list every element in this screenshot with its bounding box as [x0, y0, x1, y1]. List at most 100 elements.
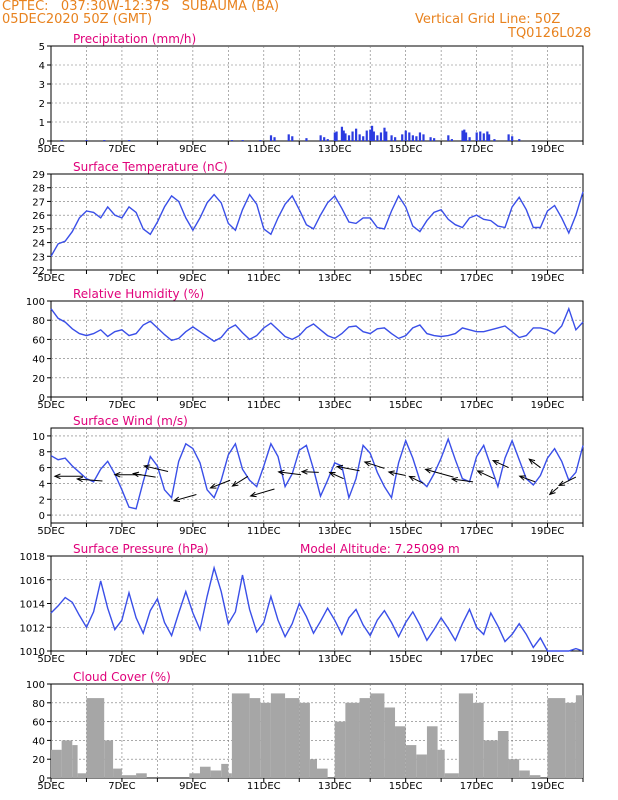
wind-arrow: [388, 471, 406, 476]
y-tick-label: 40: [32, 355, 45, 366]
wind-arrowhead: [518, 475, 526, 481]
precip-bar: [507, 134, 510, 141]
precip-bar: [394, 137, 397, 141]
series-line: [50, 306, 584, 343]
header-grid-note: Vertical Grid Line: 50Z: [415, 12, 561, 27]
x-tick-label: 15DEC: [389, 526, 423, 537]
precip-bar: [351, 131, 354, 141]
x-tick-label: 7DEC: [108, 654, 135, 665]
cloud-bar: [483, 740, 498, 778]
wind-arrow: [329, 471, 344, 480]
cloud-bar: [260, 702, 271, 778]
wind-arrowhead: [328, 471, 336, 478]
precip-bar: [323, 137, 326, 141]
x-tick-label: 19DEC: [531, 526, 565, 537]
cloud-bar: [270, 693, 286, 778]
panel-4: 5DEC 7DEC 9DEC 11DEC 13DEC 15DEC 17DEC 19DEC 101…: [20, 542, 584, 665]
precip-bar: [479, 131, 482, 141]
precip-bar: [422, 134, 425, 141]
precip-bar: [482, 133, 485, 141]
x-tick-label: 9DEC: [179, 273, 206, 284]
cloud-bar: [77, 773, 87, 778]
wind-arrowhead: [476, 470, 484, 476]
wind-arrowhead: [209, 483, 217, 489]
cloud-bar: [231, 693, 250, 778]
precip-bar: [401, 134, 404, 141]
y-tick-label: 20: [32, 755, 45, 766]
cloud-bar: [508, 759, 520, 778]
x-tick-label: 5DEC: [37, 273, 64, 284]
header-location: CPTEC: 037:30W-12:37S SUBAUMA (BA): [2, 0, 280, 14]
wind-arrow: [173, 494, 197, 502]
series-line: [50, 437, 584, 510]
wind-arrow: [364, 461, 385, 469]
wind-arrow: [451, 478, 474, 483]
x-tick-label: 11DEC: [247, 144, 281, 155]
y-tick-label: 1010: [20, 647, 45, 658]
precip-bar: [291, 136, 294, 141]
wind-arrowhead: [363, 461, 371, 467]
panel-3: 5DEC 7DEC 9DEC 11DEC 13DEC 15DEC 17DEC 19DEC 0 2 4…: [32, 414, 584, 537]
precip-bar: [128, 140, 131, 141]
x-tick-label: 9DEC: [179, 654, 206, 665]
cloud-bar: [121, 775, 137, 778]
cloud-bar: [113, 768, 122, 778]
x-tick-label: 17DEC: [460, 273, 494, 284]
precip-bar: [464, 132, 468, 141]
y-tick-label: 28: [32, 184, 45, 195]
y-tick-label: 10: [32, 432, 45, 443]
x-tick-label: 15DEC: [389, 144, 423, 155]
precip-bar: [340, 126, 344, 141]
y-tick-label: 1018: [20, 552, 45, 563]
cloud-bar: [61, 740, 73, 778]
wind-arrow: [278, 471, 302, 476]
x-tick-label: 13DEC: [318, 144, 352, 155]
x-tick-label: 13DEC: [318, 273, 352, 284]
precip-bar: [383, 127, 386, 141]
x-tick-label: 11DEC: [247, 781, 281, 792]
x-tick-label: 13DEC: [318, 654, 352, 665]
y-tick-label: 27: [32, 197, 45, 208]
cloud-bar: [519, 770, 530, 778]
wind-arrow: [301, 471, 319, 473]
y-tick-label: 80: [32, 316, 45, 327]
wind-arrow: [409, 475, 424, 484]
x-tick-label: 11DEC: [247, 273, 281, 284]
cloud-bar: [86, 698, 105, 778]
precip-bar: [418, 132, 422, 141]
x-tick-label: 5DEC: [37, 144, 64, 155]
cloud-bar: [529, 775, 541, 778]
y-tick-label: 4: [39, 479, 45, 490]
cloud-bar: [285, 698, 300, 778]
precip-bar: [269, 135, 273, 141]
wind-arrowhead: [528, 458, 536, 465]
wind-arrowhead: [249, 491, 257, 498]
x-tick-label: 7DEC: [108, 781, 135, 792]
precip-bar: [85, 140, 88, 141]
precip-bar: [365, 130, 368, 141]
wind-arrowhead: [408, 475, 416, 482]
cloud-bar: [104, 740, 114, 778]
x-tick-label: 7DEC: [108, 526, 135, 537]
precip-bar: [358, 134, 361, 141]
precip-bar: [404, 130, 407, 141]
precip-bar: [372, 131, 375, 141]
wind-arrow: [210, 479, 231, 489]
precip-bar: [259, 140, 262, 141]
wind-arrowhead: [424, 468, 432, 474]
panel-title: Relative Humidity (%): [73, 287, 204, 301]
x-tick-label: 13DEC: [318, 400, 352, 411]
cloud-bar: [547, 698, 566, 778]
cloud-bar: [359, 698, 371, 778]
y-tick-label: 0: [39, 137, 45, 148]
precip-bar: [518, 139, 521, 141]
x-tick-label: 13DEC: [318, 781, 352, 792]
cloud-bar: [210, 770, 222, 778]
series-line: [50, 191, 584, 257]
panel-title: Surface Wind (m/s): [73, 414, 188, 428]
precip-bar: [103, 140, 106, 141]
precip-bar: [362, 136, 365, 141]
cloud-bar: [405, 745, 417, 778]
panel-title: Surface Pressure (hPa): [73, 542, 209, 556]
precip-bar: [335, 131, 338, 141]
